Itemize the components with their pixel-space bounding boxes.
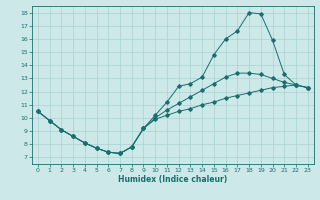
X-axis label: Humidex (Indice chaleur): Humidex (Indice chaleur) — [118, 175, 228, 184]
